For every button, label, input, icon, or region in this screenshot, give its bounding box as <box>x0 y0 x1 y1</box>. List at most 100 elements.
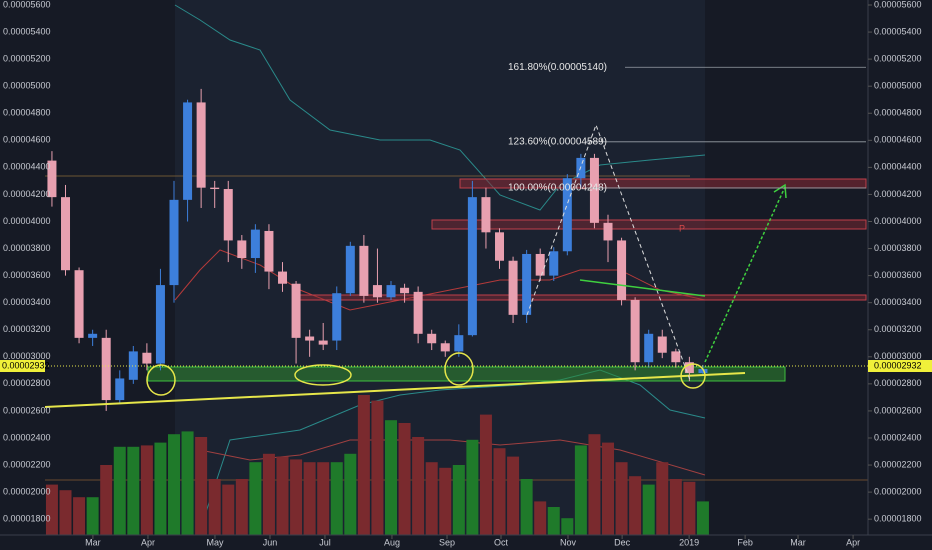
candle-body <box>562 178 572 252</box>
candle-body <box>47 160 57 198</box>
candle-body <box>508 260 518 315</box>
volume-bar <box>493 448 506 535</box>
candle-body <box>617 240 627 300</box>
y-tick-label: 0.00003400 <box>874 297 922 307</box>
volume-bar <box>398 423 411 535</box>
y-tick-label: 0.00004800 <box>874 108 922 118</box>
candle-body <box>305 336 315 341</box>
volume-bar <box>696 501 709 535</box>
candle-body <box>318 340 328 345</box>
candle-body <box>169 199 179 286</box>
y-tick-label: 0.00005000 <box>3 81 51 91</box>
volume-bar <box>45 484 58 535</box>
volume-bar <box>208 479 221 535</box>
volume-bar <box>140 445 153 535</box>
y-tick-label: 0.00004000 <box>874 216 922 226</box>
highlight <box>294 364 352 386</box>
y-tick-label: 0.00003200 <box>874 324 922 334</box>
candle-body <box>196 102 206 188</box>
volume-bar <box>412 437 425 535</box>
y-tick-label: 0.00003600 <box>874 270 922 280</box>
candle-body <box>644 333 654 363</box>
y-tick-label: 0.00004200 <box>3 189 51 199</box>
volume-layer <box>45 395 709 535</box>
y-tick-label: 0.00004200 <box>874 189 922 199</box>
volume-bar <box>222 484 235 535</box>
candle-body <box>332 293 342 341</box>
y-tick-label: 0.00003800 <box>874 243 922 253</box>
x-tick-label: Mar <box>790 537 806 547</box>
y-tick-label: 0.00005600 <box>874 0 922 9</box>
candle-body <box>440 343 450 352</box>
y-tick-label: 0.00002800 <box>874 378 922 388</box>
volume-bar <box>425 462 438 535</box>
candle-body <box>400 287 410 294</box>
candle-body <box>698 368 708 374</box>
candle-body <box>657 336 667 353</box>
volume-bar <box>574 445 587 535</box>
volume-bar <box>385 420 398 535</box>
candle-body <box>386 285 396 298</box>
trendline <box>44 372 746 408</box>
volume-bar <box>547 507 560 535</box>
y-tick-label: 0.00004000 <box>3 216 51 226</box>
x-tick-label: Sep <box>439 537 455 547</box>
fib-label: 123.60%(0.00004589) <box>508 136 607 147</box>
candle-body <box>454 335 464 352</box>
x-tick-label: 2019 <box>679 537 699 547</box>
y-tick-label: 0.00002400 <box>874 432 922 442</box>
volume-bar <box>195 437 208 535</box>
y-tick-label: 0.00003400 <box>3 297 51 307</box>
candle-body <box>549 251 559 276</box>
y-tick-label: 0.00002400 <box>3 432 51 442</box>
candle-body <box>128 351 138 380</box>
resistance-zone <box>431 219 867 230</box>
x-tick-label: Oct <box>494 537 509 547</box>
candle-body <box>61 197 71 271</box>
volume-bar <box>86 497 99 535</box>
candle-body <box>278 271 288 284</box>
y-tick-label: 0.00002000 <box>3 486 51 496</box>
left-axis <box>0 0 45 535</box>
y-tick-label: 0.00004400 <box>3 162 51 172</box>
volume-bar <box>59 490 72 535</box>
volume-bar <box>683 481 696 535</box>
x-tick-label: Jul <box>319 537 331 547</box>
y-tick-label: 0.00003000 <box>874 351 922 361</box>
candle-body <box>101 337 111 401</box>
candle-body <box>142 352 152 364</box>
candle-body <box>671 351 681 363</box>
y-tick-label: 0.00002800 <box>3 378 51 388</box>
candle-body <box>427 333 437 344</box>
upper-band <box>174 4 706 211</box>
candle-body <box>413 291 423 334</box>
y-tick-label: 0.00002600 <box>3 405 51 415</box>
candle-body <box>264 230 274 272</box>
volume-bar <box>479 414 492 535</box>
fib-label: 161.80%(0.00005140) <box>508 62 607 73</box>
candle-body <box>210 187 220 190</box>
candle-body <box>291 283 301 338</box>
volume-bar <box>317 462 330 535</box>
candle-body <box>183 102 193 200</box>
y-tick-label: 0.00003600 <box>3 270 51 280</box>
marker-text: P <box>679 223 685 233</box>
candles <box>47 88 708 411</box>
y-tick-label: 0.00002200 <box>3 459 51 469</box>
volume-bar <box>371 400 384 535</box>
candle-body <box>237 240 247 259</box>
last-price-tag <box>0 360 45 373</box>
volume-bar <box>466 439 479 535</box>
volume-bar <box>235 479 248 535</box>
highlight <box>680 363 706 389</box>
last-price-label: 0.00002932 <box>2 360 50 370</box>
candle-body <box>589 157 599 223</box>
volume-bar <box>588 434 601 535</box>
last-price-tag <box>868 360 932 373</box>
green-line <box>579 279 706 297</box>
highlight <box>146 364 176 396</box>
y-tick-label: 0.00002200 <box>874 459 922 469</box>
candle-body <box>359 245 369 296</box>
x-tick-label: Jun <box>263 537 278 547</box>
volume-bar <box>629 476 642 535</box>
